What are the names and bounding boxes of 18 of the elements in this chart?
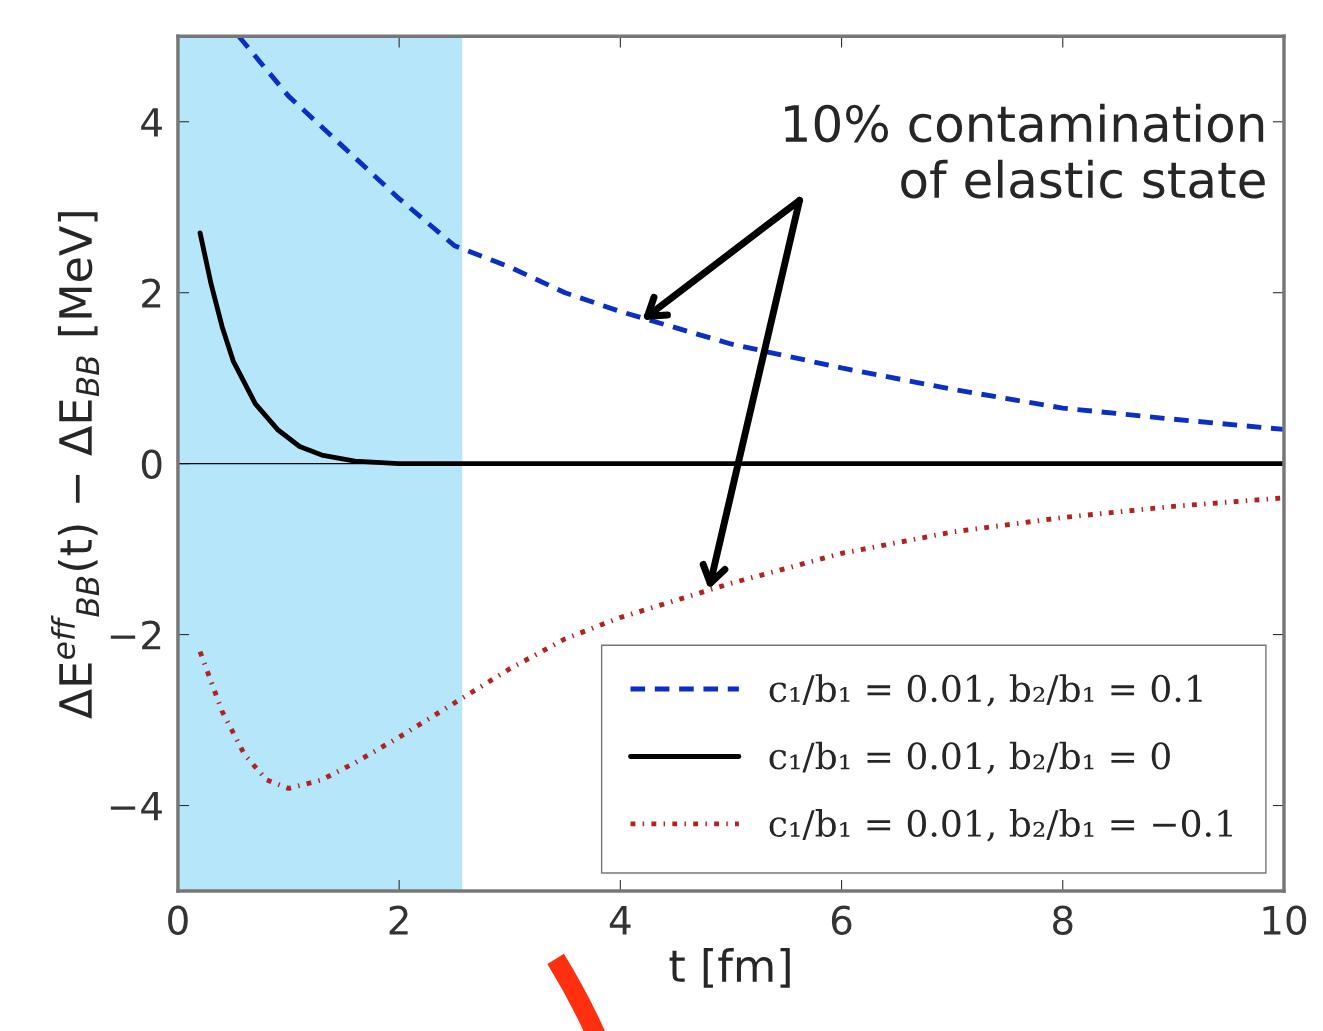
x-tick-label: 2 xyxy=(389,905,408,935)
x-tick-label: 6 xyxy=(831,905,852,935)
annotation: 10% contamination of elastic state xyxy=(785,103,1265,199)
legend-label: c₁/b₁ = 0.01, b₂/b₁ = 0.1 xyxy=(769,674,1202,707)
x-tick-label: 8 xyxy=(1053,905,1073,935)
line-series xyxy=(236,36,1284,432)
y-tick-label: 4 xyxy=(141,108,162,137)
legend-label: c₁/b₁ = 0.01, b₂/b₁ = 0 xyxy=(769,741,1170,775)
y-tick-label: 0 xyxy=(141,449,162,479)
legend-label: c₁/b₁ = 0.01, b₂/b₁ = −0.1 xyxy=(769,809,1232,842)
x-tick-label: 0 xyxy=(168,905,188,935)
y-tick-label: −4 xyxy=(110,791,162,821)
x-tick-label: 4 xyxy=(609,906,631,935)
x-tick-label: 10 xyxy=(1263,905,1307,935)
y-axis-title: ΔE$^{eff}$$_{BB}$(t) − ΔE$_{BB}$ [MeV] xyxy=(51,212,99,719)
y-tick-label: 2 xyxy=(142,278,161,308)
x-axis-title: t [fm] xyxy=(669,948,790,988)
y-tick-label: −2 xyxy=(110,620,161,650)
